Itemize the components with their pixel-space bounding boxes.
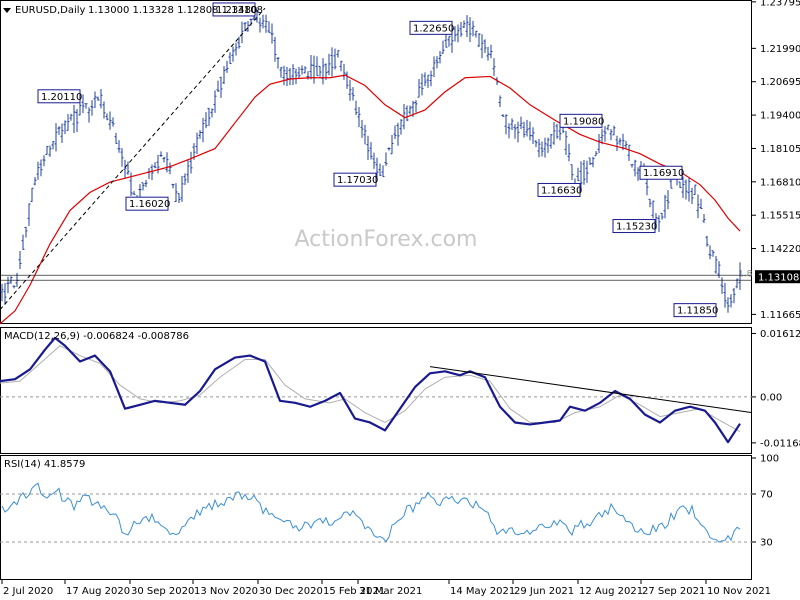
x-tick-label: 17 Aug 2020 xyxy=(66,586,130,597)
price-axis: 1.23795 1.21990 1.20695 1.19400 1.18105 1.168… xyxy=(752,0,800,321)
rsi-panel: 100 70 30 xyxy=(0,454,779,549)
price-callout-label: 1.23480 xyxy=(216,5,257,16)
watermark: ActionForex.com xyxy=(295,227,478,252)
y-tick-label: 1.23795 xyxy=(760,0,800,8)
price-callout-label: 1.22650 xyxy=(413,23,454,34)
price-title: EURUSD,Daily 1.13000 1.13328 1.12808 1.1… xyxy=(3,5,263,16)
macd-y-tick-label: 0.00 xyxy=(760,392,782,403)
price-callout-label: 1.15230 xyxy=(616,222,657,233)
y-tick-label: 1.18105 xyxy=(760,144,800,155)
x-tick-label: 2 Jul 2020 xyxy=(3,586,53,597)
x-tick-label: 12 Aug 2021 xyxy=(579,586,643,597)
macd-line xyxy=(0,336,741,444)
macd-panel-frame xyxy=(0,327,752,454)
dropdown-triangle-icon[interactable] xyxy=(3,8,11,13)
hline-label: 1.8 xyxy=(738,270,753,280)
price-callout-label: 1.20110 xyxy=(41,92,82,103)
price-callout-box xyxy=(333,172,377,187)
y-tick-label: 1.20695 xyxy=(760,77,800,88)
rsi-panel-frame xyxy=(0,455,752,580)
x-tick-label: 15 Feb 2021 xyxy=(323,586,385,597)
x-tick-label: 10 Nov 2021 xyxy=(707,586,771,597)
price-callout-label: 1.11850 xyxy=(677,306,718,317)
price-trendline xyxy=(0,7,266,310)
price-callout-box xyxy=(409,20,453,35)
current-price-box xyxy=(755,270,800,284)
time-axis: 2 Jul 2020 17 Aug 2020 30 Sep 2020 13 Nov 2… xyxy=(1,580,771,597)
macd-y-tick-label: -0.011681 xyxy=(760,438,800,449)
x-tick-label: 30 Dec 2020 xyxy=(259,586,323,597)
price-callout-box xyxy=(537,182,581,197)
y-tick-label: 1.15515 xyxy=(760,211,800,222)
symbol-label: EURUSD,Daily xyxy=(15,5,86,16)
current-price-label: 1.13108 xyxy=(758,273,799,284)
price-callouts: 1.23480 1.20110 1.16020 1.17030 1.22650 1.190… xyxy=(37,2,718,318)
y-tick-label: 1.21990 xyxy=(760,44,800,55)
rsi-line xyxy=(1,482,741,543)
macd-trendline xyxy=(429,366,753,414)
price-callout-box xyxy=(37,89,81,104)
ohlc-label: 1.13000 1.13328 1.12808 1.13108 xyxy=(88,5,263,16)
x-tick-label: 27 Sep 2021 xyxy=(642,586,705,597)
rsi-title: RSI(14) 41.8579 xyxy=(4,459,85,470)
x-tick-label: 30 Sep 2020 xyxy=(131,586,194,597)
y-tick-label: 1.19400 xyxy=(760,111,800,122)
macd-panel: 0.016122 0.00 -0.011681 xyxy=(0,329,800,449)
x-tick-label: 29 Jun 2021 xyxy=(514,586,574,597)
price-callout-box xyxy=(639,165,683,180)
price-callout-box xyxy=(559,113,603,128)
rsi-y-tick-label: 100 xyxy=(760,454,779,465)
rsi-y-tick-label: 30 xyxy=(760,538,773,549)
rsi-y-tick-label: 70 xyxy=(760,490,773,501)
price-callout-label: 1.16910 xyxy=(643,168,684,179)
price-callout-box xyxy=(612,219,656,234)
price-callout-box xyxy=(673,303,717,318)
price-callout-label: 1.19080 xyxy=(563,116,604,127)
x-tick-label: 13 Nov 2020 xyxy=(194,586,258,597)
y-tick-label: 1.14220 xyxy=(760,244,800,255)
price-bars xyxy=(0,9,742,313)
price-callout-label: 1.16020 xyxy=(129,199,170,210)
macd-signal-line xyxy=(0,345,741,432)
price-callout-box xyxy=(212,2,256,17)
moving-average-line xyxy=(0,74,741,325)
price-callout-label: 1.16630 xyxy=(541,185,582,196)
price-overlays: 1.8 1.13108 xyxy=(0,7,800,325)
price-callout-label: 1.17030 xyxy=(337,175,378,186)
macd-title: MACD(12,26,9) -0.006824 -0.008786 xyxy=(4,331,189,342)
price-panel-frame xyxy=(0,0,752,324)
y-tick-label: 1.16810 xyxy=(760,177,800,188)
y-tick-label: 1.11665 xyxy=(760,310,800,321)
macd-y-tick-label: 0.016122 xyxy=(760,329,800,340)
price-callout-box xyxy=(125,196,169,211)
x-tick-label: 14 May 2021 xyxy=(450,586,515,597)
x-tick-label: 31 Mar 2021 xyxy=(359,586,422,597)
